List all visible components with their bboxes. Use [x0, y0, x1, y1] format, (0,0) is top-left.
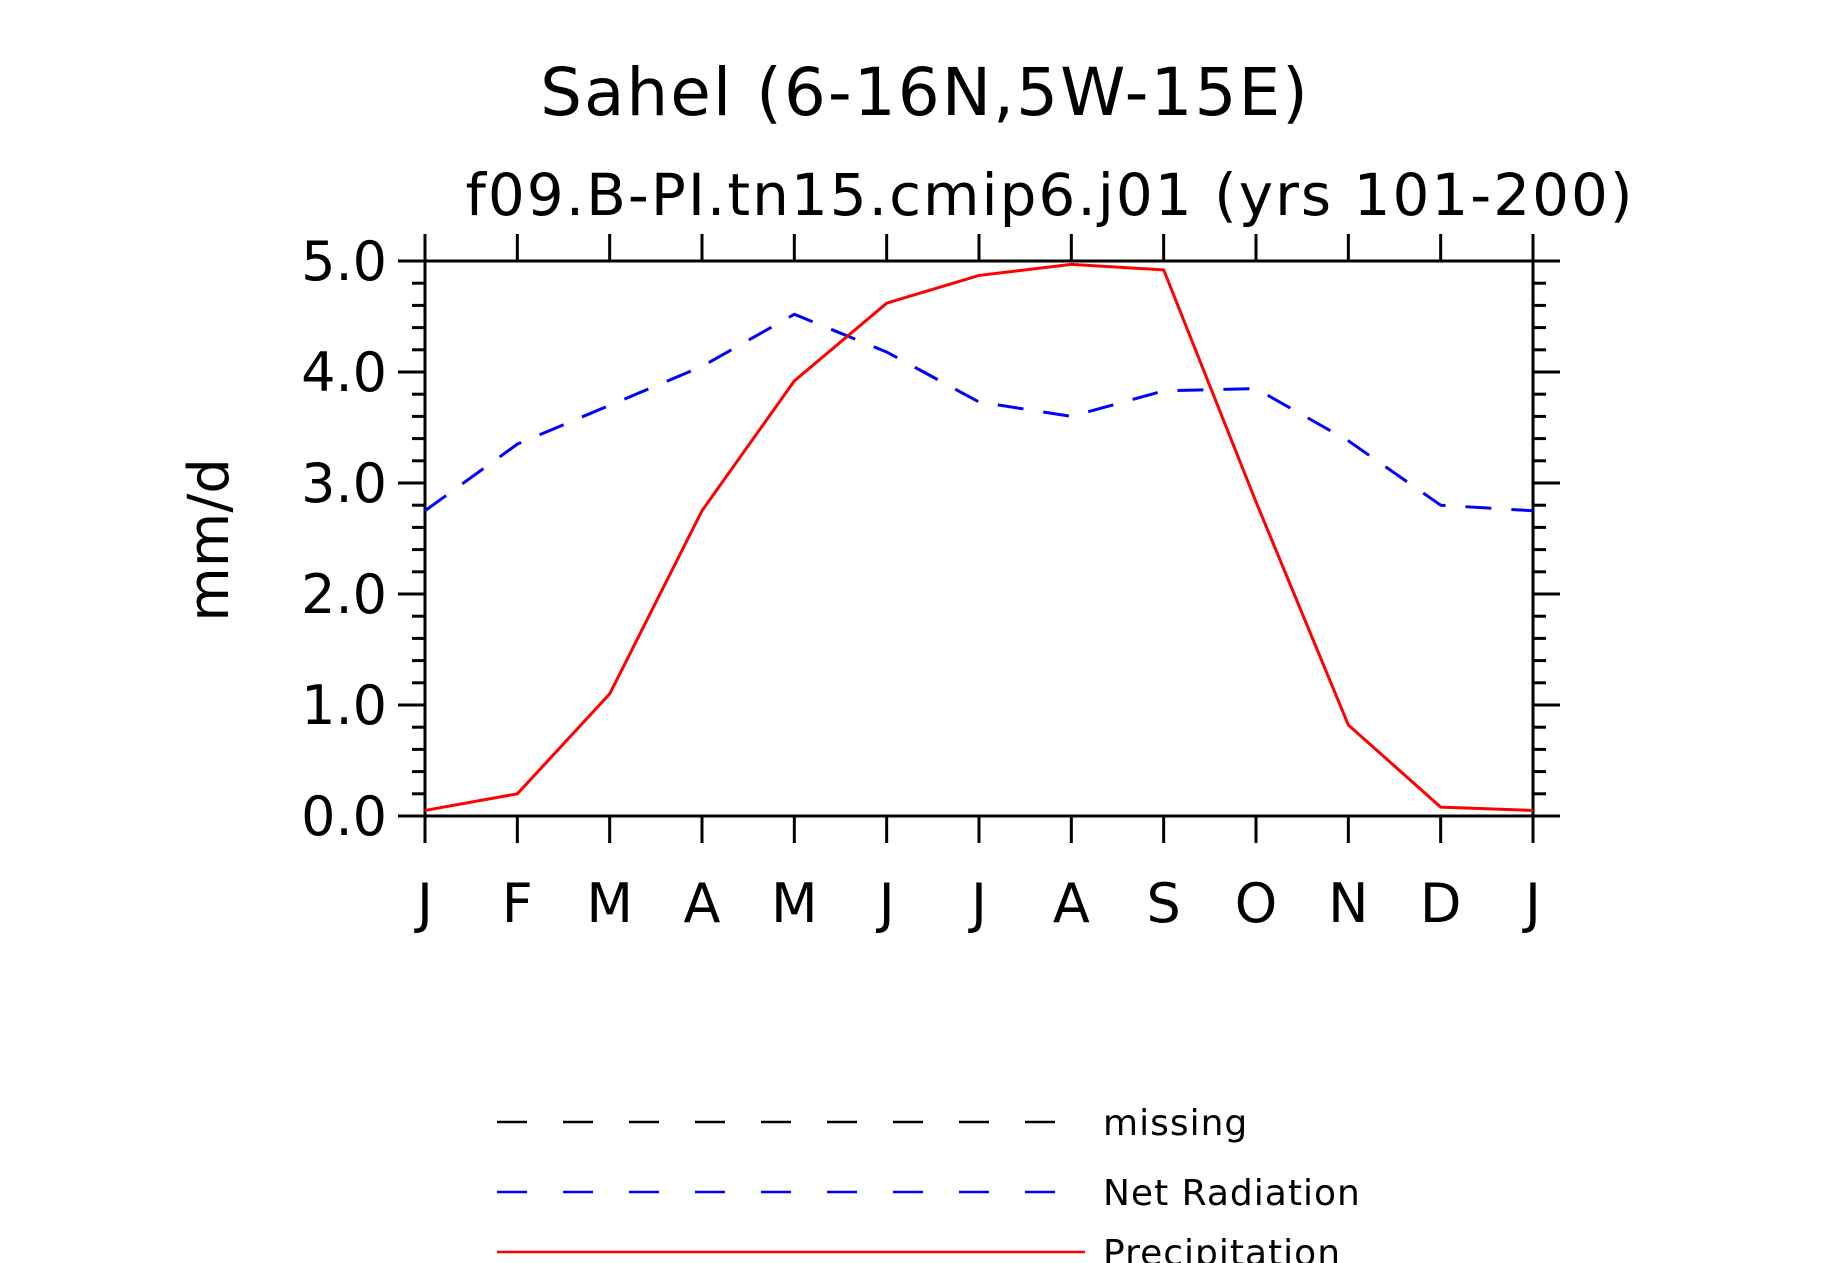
x-tick-label: J — [414, 872, 433, 935]
legend-label: Net Radiation — [1103, 1173, 1361, 1214]
y-tick-labels: 0.0 1.0 2.0 3.0 4.0 5.0 — [301, 230, 387, 848]
chart-title: Sahel (6-16N,5W-15E) — [540, 54, 1310, 131]
x-tick-label: F — [502, 872, 533, 935]
y-tick-label: 4.0 — [301, 341, 387, 404]
y-tick-label: 3.0 — [301, 452, 387, 515]
series-line-net-radiation — [424, 312, 1534, 513]
legend: missing Net Radiation Precipitation — [497, 1103, 1361, 1263]
x-tick-label: A — [684, 872, 721, 935]
y-tick-label: 5.0 — [301, 230, 387, 293]
chart-subtitle: f09.B-PI.tn15.cmip6.j01 (yrs 101-200) — [465, 161, 1634, 229]
x-tick-label: S — [1147, 872, 1181, 935]
legend-label: missing — [1103, 1103, 1248, 1144]
plot-frame — [423, 259, 1535, 818]
axis-ticks — [398, 234, 1560, 843]
y-tick-label: 1.0 — [301, 674, 387, 737]
x-tick-label: J — [1522, 872, 1541, 935]
x-tick-label: J — [876, 872, 895, 935]
x-tick-label: O — [1235, 872, 1278, 935]
series-line-precipitation — [424, 262, 1534, 812]
y-tick-label: 0.0 — [301, 785, 387, 848]
x-tick-label: M — [771, 872, 818, 935]
x-tick-label: J — [968, 872, 987, 935]
y-axis-label: mm/d — [177, 458, 242, 622]
x-tick-label: A — [1053, 872, 1090, 935]
x-tick-label: N — [1328, 872, 1368, 935]
y-tick-label: 2.0 — [301, 563, 387, 626]
series-lines — [424, 262, 1534, 812]
x-tick-label: M — [586, 872, 633, 935]
x-tick-label: D — [1420, 872, 1462, 935]
legend-label: Precipitation — [1103, 1233, 1341, 1263]
